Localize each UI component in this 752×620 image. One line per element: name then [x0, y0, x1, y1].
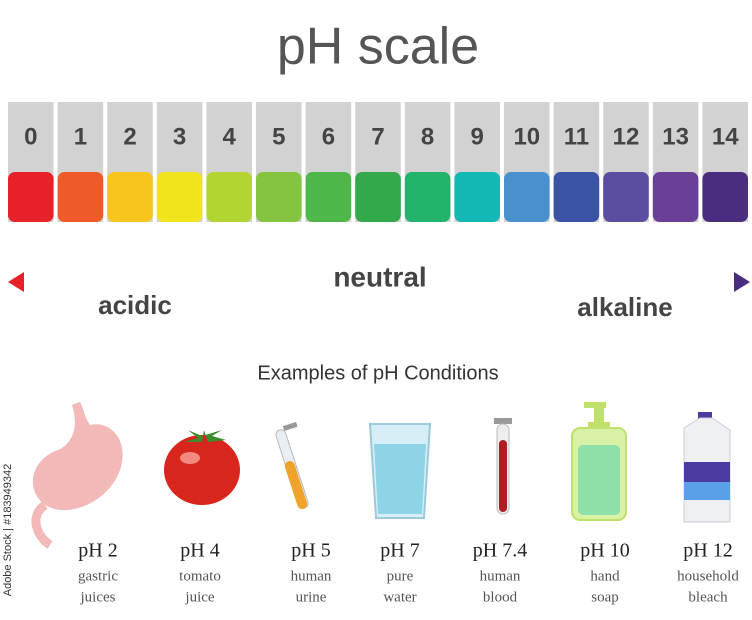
- scale-number: 11: [564, 123, 589, 150]
- scale-number: 9: [471, 123, 484, 150]
- example-description: tomato: [179, 568, 221, 584]
- example-ph: pH 10: [580, 540, 629, 562]
- scale: 0 1 2 3 4 5 6 7 8 9 10 11 12 13 14: [8, 102, 748, 222]
- scale-number: 14: [712, 123, 739, 150]
- scale-number: 13: [662, 123, 689, 150]
- scale-color: [355, 172, 401, 222]
- example-description: human: [480, 568, 521, 584]
- scale-color: [702, 172, 748, 222]
- scale-number: 4: [223, 123, 237, 150]
- scale-color: [553, 172, 600, 222]
- alkaline-arrowhead: [734, 272, 750, 292]
- example-ph: pH 12: [683, 540, 732, 562]
- scale-color: [305, 172, 352, 222]
- example-description: household: [677, 568, 739, 584]
- example-description: soap: [591, 589, 619, 605]
- example-ph: pH 4: [180, 540, 219, 562]
- scale-color: [8, 172, 54, 222]
- example-description: pure: [387, 568, 414, 584]
- example-ph: pH 7.4: [473, 540, 527, 562]
- example-description: juice: [184, 589, 214, 605]
- example-description: gastric: [78, 568, 118, 584]
- water-glass-icon: [368, 423, 432, 519]
- example-description: water: [383, 589, 416, 605]
- scale-number: 6: [322, 123, 335, 150]
- scale-number: 1: [74, 123, 87, 150]
- scale-color: [404, 172, 451, 222]
- scale-number: 0: [24, 123, 37, 150]
- example-ph: pH 5: [291, 540, 330, 562]
- watermark: Adobe Stock | #183949342: [2, 464, 14, 597]
- scale-color: [603, 172, 649, 222]
- examples: pH 2 gastric juices pH 4 tomato juice pH 5 huma…: [78, 540, 739, 606]
- scale-color: [454, 172, 500, 222]
- scale-number: 10: [513, 123, 540, 150]
- alkaline-label: alkaline: [577, 292, 672, 322]
- stomach-icon: [31, 402, 123, 549]
- scale-number: 3: [173, 123, 186, 150]
- example-description: urine: [296, 589, 327, 605]
- acidic-label: acidic: [98, 290, 172, 320]
- example-description: juices: [80, 589, 116, 605]
- scale-color: [107, 172, 153, 222]
- scale-color: [156, 172, 203, 222]
- tomato-icon: [164, 430, 240, 505]
- example-description: bleach: [688, 589, 728, 605]
- bleach-icon: [683, 412, 731, 523]
- example-ph: pH 7: [380, 540, 419, 562]
- scale-color: [206, 172, 252, 222]
- scale-color: [652, 172, 699, 222]
- scale-color: [504, 172, 550, 222]
- example-description: hand: [590, 568, 620, 584]
- scale-color: [256, 172, 302, 222]
- scale-number: 8: [421, 123, 434, 150]
- neutral-label: neutral: [333, 261, 426, 292]
- example-description: human: [291, 568, 332, 584]
- scale-number: 2: [123, 123, 136, 150]
- examples-title: Examples of pH Conditions: [257, 362, 498, 384]
- blood-tube-icon: [494, 418, 512, 515]
- title: pH scale: [277, 18, 479, 76]
- scale-color: [57, 172, 104, 222]
- urine-tube-icon: [275, 421, 309, 510]
- scale-number: 12: [613, 123, 640, 150]
- scale-number: 7: [371, 123, 384, 150]
- example-ph: pH 2: [78, 540, 117, 562]
- scale-number: 5: [272, 123, 285, 150]
- acid-arrowhead: [8, 272, 24, 292]
- example-description: blood: [483, 589, 518, 605]
- soap-icon: [571, 402, 627, 521]
